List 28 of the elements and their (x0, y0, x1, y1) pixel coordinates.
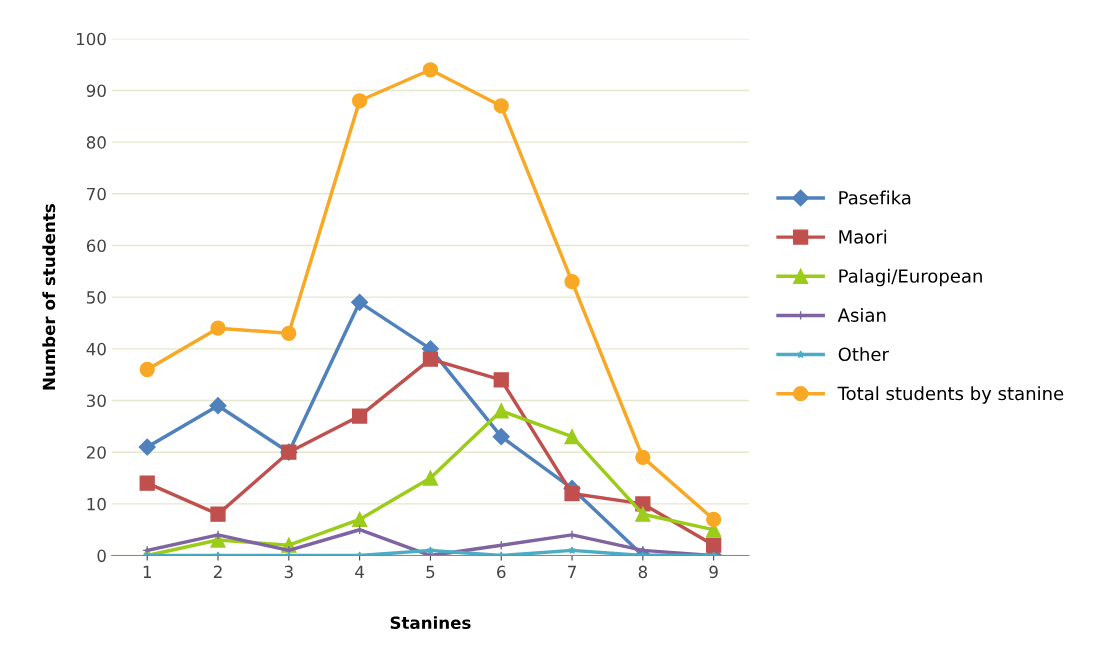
legend-label: Total students by stanine (837, 386, 1064, 404)
x-tick-label: 7 (568, 565, 576, 578)
legend-label: Pasefika (839, 190, 911, 205)
x-axis-title: Stanines (390, 616, 471, 630)
x-tick-label: 6 (497, 565, 506, 579)
y-tick-label: 60 (86, 239, 106, 253)
y-axis-title: Number of students (42, 204, 56, 390)
y-tick-label: 10 (87, 497, 106, 511)
x-tick-label: 1 (143, 565, 151, 578)
y-tick-label: 90 (86, 84, 106, 98)
y-tick-label: 50 (87, 291, 106, 304)
y-tick-label: 0 (97, 549, 106, 563)
y-tick-label: 70 (87, 187, 106, 201)
legend-label: Maori (839, 229, 887, 244)
legend-label: Other (838, 347, 889, 362)
x-tick-label: 2 (213, 565, 222, 578)
x-tick-label: 9 (709, 565, 718, 579)
legend-label: Asian (837, 307, 886, 322)
x-tick-label: 3 (284, 565, 293, 579)
y-tick-label: 20 (86, 446, 106, 459)
y-tick-label: 80 (86, 136, 106, 149)
y-tick-label: 100 (76, 32, 106, 46)
x-tick-label: 8 (638, 565, 648, 579)
y-tick-label: 40 (86, 342, 106, 356)
y-tick-label: 30 (87, 394, 106, 408)
legend-label: Palagi/European (839, 268, 982, 287)
x-tick-label: 4 (355, 565, 364, 578)
x-tick-label: 5 (426, 565, 435, 579)
